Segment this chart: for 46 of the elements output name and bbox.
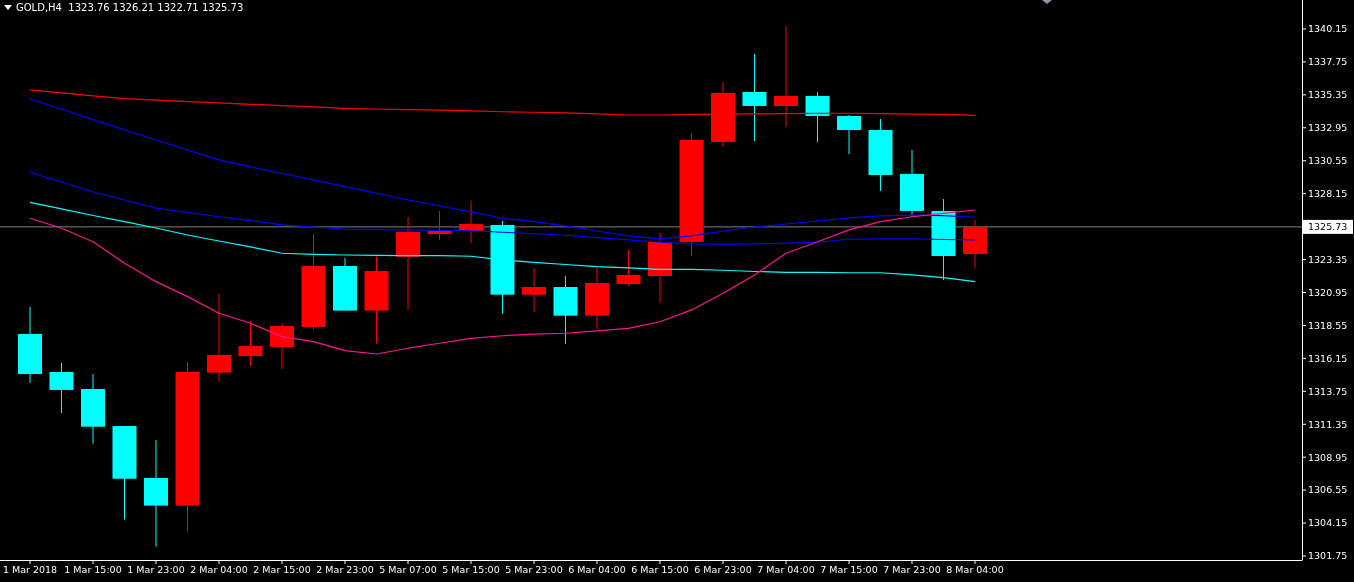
x-tick-label: 1 Mar 2018: [2, 564, 58, 575]
y-tick-label: 1323.35: [1308, 253, 1348, 265]
y-tick-label: 1318.55: [1308, 319, 1348, 331]
y-tick-label: 1304.15: [1308, 517, 1348, 529]
x-tick-label: 7 Mar 23:00: [883, 564, 941, 575]
candlestick: [616, 249, 641, 287]
x-tick-label: 1 Mar 23:00: [127, 564, 185, 575]
candlestick: [49, 362, 74, 414]
y-tick-label: 1340.15: [1308, 23, 1348, 35]
y-tick-label: 1337.75: [1308, 56, 1348, 68]
x-tick-label: 8 Mar 04:00: [946, 564, 1004, 575]
x-tick-label: 6 Mar 04:00: [568, 564, 626, 575]
x-tick-label: 2 Mar 04:00: [190, 564, 248, 575]
line-series: [29, 98, 976, 240]
x-tick-label: 6 Mar 23:00: [694, 564, 752, 575]
line-series: [29, 209, 976, 355]
y-tick-label: 1335.35: [1308, 89, 1348, 101]
chart-title: GOLD,H4 1323.76 1326.21 1322.71 1325.73: [16, 2, 244, 13]
candlestick: [238, 320, 263, 367]
x-tick-label: 5 Mar 07:00: [379, 564, 437, 575]
candlestick: [805, 91, 830, 143]
x-tick-label: 5 Mar 23:00: [505, 564, 563, 575]
x-tick-label: 7 Mar 04:00: [757, 564, 815, 575]
candlestick: [427, 210, 452, 241]
candlestick: [837, 114, 861, 155]
y-tick-label: 1301.75: [1308, 550, 1348, 562]
x-tick-label: 6 Mar 15:00: [631, 564, 689, 575]
y-tick-label: 1316.15: [1308, 352, 1348, 364]
x-tick-label: 5 Mar 15:00: [442, 564, 500, 575]
y-tick-label: 1328.15: [1308, 187, 1348, 199]
y-tick-label: 1330.55: [1308, 155, 1348, 167]
x-tick-label: 1 Mar 15:00: [64, 564, 122, 575]
y-tick-label: 1306.55: [1308, 484, 1348, 496]
x-tick-label: 7 Mar 15:00: [820, 564, 878, 575]
candlestick: [207, 293, 231, 383]
x-tick-label: 2 Mar 15:00: [253, 564, 311, 575]
candlestick: [522, 267, 546, 313]
y-tick-label: 1311.35: [1308, 418, 1348, 430]
candlestick: [270, 322, 294, 370]
candlestick: [742, 53, 767, 142]
y-tick-label: 1313.75: [1308, 385, 1348, 397]
y-tick-label: 1332.95: [1308, 122, 1348, 134]
x-tick-label: 2 Mar 23:00: [316, 564, 374, 575]
ref-line-label: 1325.73: [1308, 221, 1348, 233]
y-tick-label: 1320.95: [1308, 286, 1348, 298]
y-tick-label: 1308.95: [1308, 451, 1348, 463]
